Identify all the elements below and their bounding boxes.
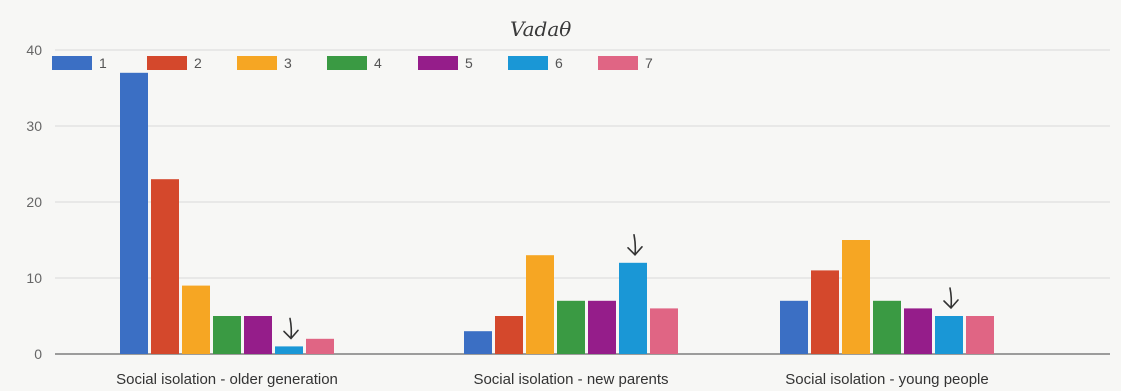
legend-label-3: 3 <box>284 55 292 71</box>
hand-arrow-icon <box>283 317 299 340</box>
x-category-label: Social isolation - new parents <box>473 371 668 388</box>
bar-series-1-cat-1 <box>464 331 492 354</box>
legend: 1 2 3 4 5 6 7 <box>52 55 653 71</box>
bar-series-4-cat-2 <box>873 300 901 354</box>
x-category-label: Social isolation - young people <box>785 371 988 388</box>
y-tick-label: 20 <box>26 194 42 210</box>
bar-series-3-cat-1 <box>526 255 554 354</box>
hand-arrow-icon <box>627 234 643 256</box>
bar-series-2-cat-1 <box>495 316 523 354</box>
y-tick-label: 40 <box>26 42 42 58</box>
bar-series-7-cat-0 <box>306 338 334 354</box>
bar-series-7-cat-1 <box>650 308 678 354</box>
bar-series-5-cat-2 <box>904 308 932 354</box>
bar-series-6-cat-1 <box>619 262 647 354</box>
legend-label-6: 6 <box>555 55 563 71</box>
handwritten-annotation: Vadaθ <box>510 17 571 41</box>
y-tick-label: 0 <box>34 346 42 362</box>
bar-series-1-cat-0 <box>120 72 148 355</box>
legend-swatch-7 <box>598 56 638 70</box>
legend-label-4: 4 <box>374 55 382 71</box>
legend-swatch-3 <box>237 56 277 70</box>
x-category-label: Social isolation - older generation <box>116 371 338 388</box>
bar-series-1-cat-2 <box>780 300 808 354</box>
bar-series-4-cat-1 <box>557 300 585 354</box>
bar-series-2-cat-2 <box>811 270 839 354</box>
legend-label-2: 2 <box>194 55 202 71</box>
bar-series-6-cat-2 <box>935 316 963 354</box>
legend-swatch-5 <box>418 56 458 70</box>
legend-label-7: 7 <box>645 55 653 71</box>
bar-series-7-cat-2 <box>966 316 994 354</box>
bar-series-6-cat-0 <box>275 346 303 354</box>
y-tick-label: 10 <box>26 270 42 286</box>
y-axis-ticks: 0 10 20 30 40 <box>26 42 42 362</box>
hand-arrow-icon <box>943 287 959 310</box>
bar-series-5-cat-0 <box>244 316 272 354</box>
legend-swatch-6 <box>508 56 548 70</box>
bar-series-3-cat-2 <box>842 240 870 354</box>
legend-label-1: 1 <box>99 55 107 71</box>
hand-arrows <box>283 234 959 340</box>
legend-swatch-4 <box>327 56 367 70</box>
bars <box>120 72 994 355</box>
bar-series-2-cat-0 <box>151 179 179 354</box>
bar-series-3-cat-0 <box>182 285 210 354</box>
y-tick-label: 30 <box>26 118 42 134</box>
legend-swatch-2 <box>147 56 187 70</box>
category-labels: Social isolation - older generation Socia… <box>116 371 989 388</box>
legend-label-5: 5 <box>465 55 473 71</box>
legend-swatch-1 <box>52 56 92 70</box>
bar-series-5-cat-1 <box>588 300 616 354</box>
bar-series-4-cat-0 <box>213 316 241 354</box>
